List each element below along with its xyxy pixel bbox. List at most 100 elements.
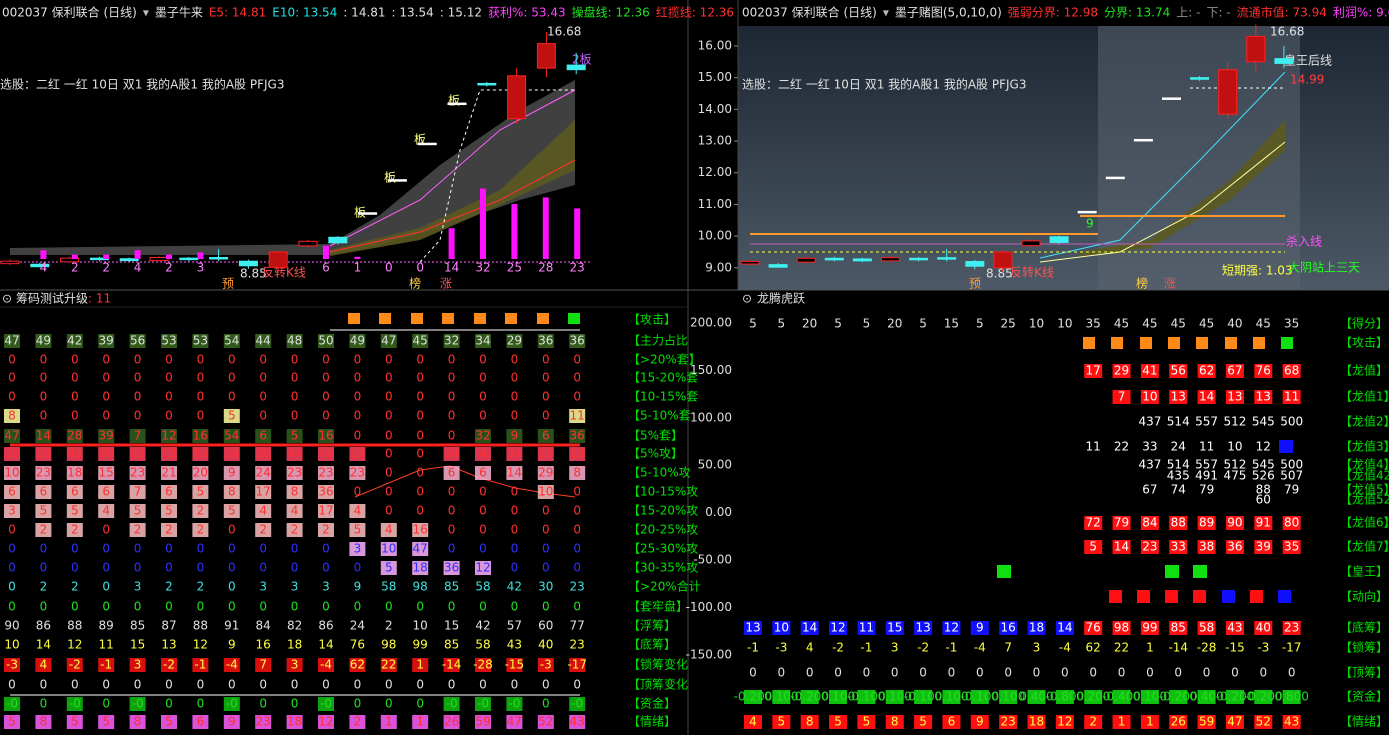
cell-value: 20 <box>887 317 902 331</box>
cell-value: 6 <box>197 715 205 729</box>
cell-value: -0 <box>477 697 489 711</box>
cell-bg <box>569 697 586 711</box>
cell-value: 77 <box>570 619 585 633</box>
cell-value: 16 <box>413 523 428 537</box>
cell-value: 0 <box>259 561 267 575</box>
cell-value: 5 <box>863 317 871 331</box>
attack-square <box>1281 337 1293 349</box>
y-tick-label: 200.00 <box>690 316 732 330</box>
cell-value: 0 <box>165 561 173 575</box>
cell-value: 0 <box>1004 666 1012 680</box>
cell-value: 7 <box>1004 641 1012 655</box>
cell-value: 0 <box>259 678 267 692</box>
cell-value: 47 <box>507 715 522 729</box>
cell-value: 18 <box>287 638 302 652</box>
cell-value: 29 <box>507 334 522 348</box>
cell-value: 0 <box>228 561 236 575</box>
cell-bg <box>161 429 177 443</box>
cell-bg <box>98 485 115 499</box>
cell-value: 0 <box>228 523 236 537</box>
cell-bg <box>857 690 876 704</box>
cell-value: 49 <box>36 334 51 348</box>
cell-bg <box>443 447 460 461</box>
cell-value: 0 <box>573 390 581 404</box>
cell-value: 10 <box>4 466 19 480</box>
annotation: 榜 <box>409 276 421 291</box>
cell-bg <box>223 504 240 518</box>
cell-bg <box>286 504 303 518</box>
cell-value: 0 <box>354 390 362 404</box>
cell-value: 6 <box>948 715 956 729</box>
cell-value: 60 <box>1256 493 1271 507</box>
cell-value: 0 <box>40 542 48 556</box>
cell-value: 2 <box>134 523 142 537</box>
header-field: 002037 保利联合 (日线) <box>742 5 877 20</box>
cell-value: 88 <box>67 619 82 633</box>
cell-bg <box>1084 621 1103 635</box>
volume-bar <box>166 254 172 259</box>
cell-value: 12 <box>67 638 82 652</box>
cell-value: 60 <box>538 619 553 633</box>
cell-bg <box>349 658 366 672</box>
board-mark: 板 <box>384 171 396 185</box>
cell-value: 29 <box>36 447 51 461</box>
cell-bg <box>569 658 586 672</box>
cell-value: 2 <box>40 580 48 594</box>
cell-bg <box>800 690 819 704</box>
cell-bg <box>4 334 20 348</box>
cell-value: 0 <box>416 600 424 614</box>
cell-value: 21 <box>161 466 176 480</box>
cell-value: 12 <box>1057 715 1072 729</box>
cell-value: 13 <box>161 638 176 652</box>
candle-body <box>1218 69 1238 115</box>
cell-value: 68 <box>1284 364 1299 378</box>
cell-value: 12 <box>944 621 959 635</box>
cell-value: 4 <box>749 715 757 729</box>
cell-value: 26 <box>4 447 19 461</box>
cell-bg <box>380 561 397 575</box>
cell-value: 47 <box>4 429 19 443</box>
cell-value: 14 <box>1199 390 1214 404</box>
row-label: 【5%套】 <box>628 429 683 443</box>
row-label: 【20-25%攻 <box>628 523 698 537</box>
cell-bg <box>1254 621 1273 635</box>
cell-bg <box>223 429 240 443</box>
candle-body <box>1274 58 1294 64</box>
cell-value: 36 <box>570 334 585 348</box>
cell-value: -3 <box>540 658 552 672</box>
cell-value: 22 <box>570 447 585 461</box>
cell-value: 36 <box>318 485 333 499</box>
cell-value: 39 <box>99 334 114 348</box>
cell-bg <box>1169 516 1188 530</box>
cell-bg <box>1112 516 1131 530</box>
cell-bg <box>161 466 177 480</box>
cell-value: 5 <box>354 523 362 537</box>
cell-bg <box>223 658 240 672</box>
cell-value: 18 <box>1029 621 1044 635</box>
cell-value: 45 <box>1256 317 1271 331</box>
cell-bg <box>223 485 240 499</box>
cell-value: 57 <box>507 619 522 633</box>
cell-value: 437 <box>1138 415 1161 429</box>
cell-bg <box>1282 390 1301 404</box>
cell-bg <box>829 715 848 729</box>
annotation: 14.99 <box>1290 73 1324 87</box>
cell-value: -1 <box>945 641 957 655</box>
cell-value: -17 <box>567 658 587 672</box>
row-label: 【龙值2】 <box>1340 414 1389 429</box>
cell-bg <box>35 523 52 537</box>
cell-value: 8 <box>40 715 48 729</box>
cell-value: 0 <box>948 666 956 680</box>
candle-body <box>1246 35 1266 63</box>
cell-bg <box>349 523 366 537</box>
cell-value: 11 <box>1199 440 1214 454</box>
cell-bg <box>255 466 272 480</box>
cell-value: 0 <box>71 561 79 575</box>
y-tick-label: 150.00 <box>690 363 732 377</box>
cell-value: 36 <box>570 429 585 443</box>
cell-bg <box>1225 621 1244 635</box>
cell-value: 56 <box>130 447 145 461</box>
cell-value: 39 <box>1256 540 1271 554</box>
cell-bg <box>412 523 429 537</box>
volume-label: 0 <box>385 261 393 275</box>
